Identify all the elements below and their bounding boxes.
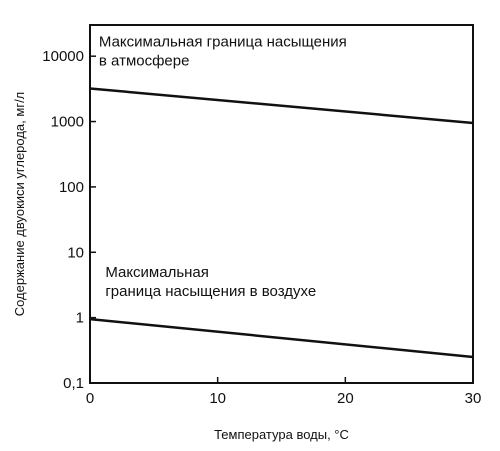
tick-labels: 0,1 1 10 100 1000 10000 0 10 20 30	[42, 48, 481, 407]
x-tick-label: 0	[86, 390, 94, 407]
annotation-line: в атмосфере	[99, 53, 190, 70]
annotations: Максимальная граница насыщения в атмосфер…	[99, 34, 347, 300]
x-tick-label: 10	[209, 390, 226, 407]
y-tick-label: 10	[67, 244, 84, 261]
y-tick-label: 1	[76, 310, 84, 327]
plot-area	[89, 24, 474, 384]
y-axis-title: Содержание двуокиси углерода, мг/л	[12, 92, 27, 317]
annotation-line: граница насыщения в воздухе	[105, 283, 316, 300]
annotation-line: Максимальная граница насыщения	[99, 34, 347, 51]
series-line	[89, 87, 474, 125]
series-line	[89, 317, 474, 359]
y-tick-label: 10000	[42, 48, 84, 65]
tick-marks	[89, 55, 474, 384]
y-tick-label: 0,1	[63, 375, 84, 392]
series-lines	[89, 87, 474, 359]
annotation-line: Максимальная	[105, 264, 209, 281]
x-tick-label: 30	[465, 390, 482, 407]
y-tick-label: 1000	[51, 114, 84, 131]
x-tick-label: 20	[337, 390, 354, 407]
x-axis-title: Температура воды, °С	[214, 427, 349, 442]
y-tick-label: 100	[59, 179, 84, 196]
